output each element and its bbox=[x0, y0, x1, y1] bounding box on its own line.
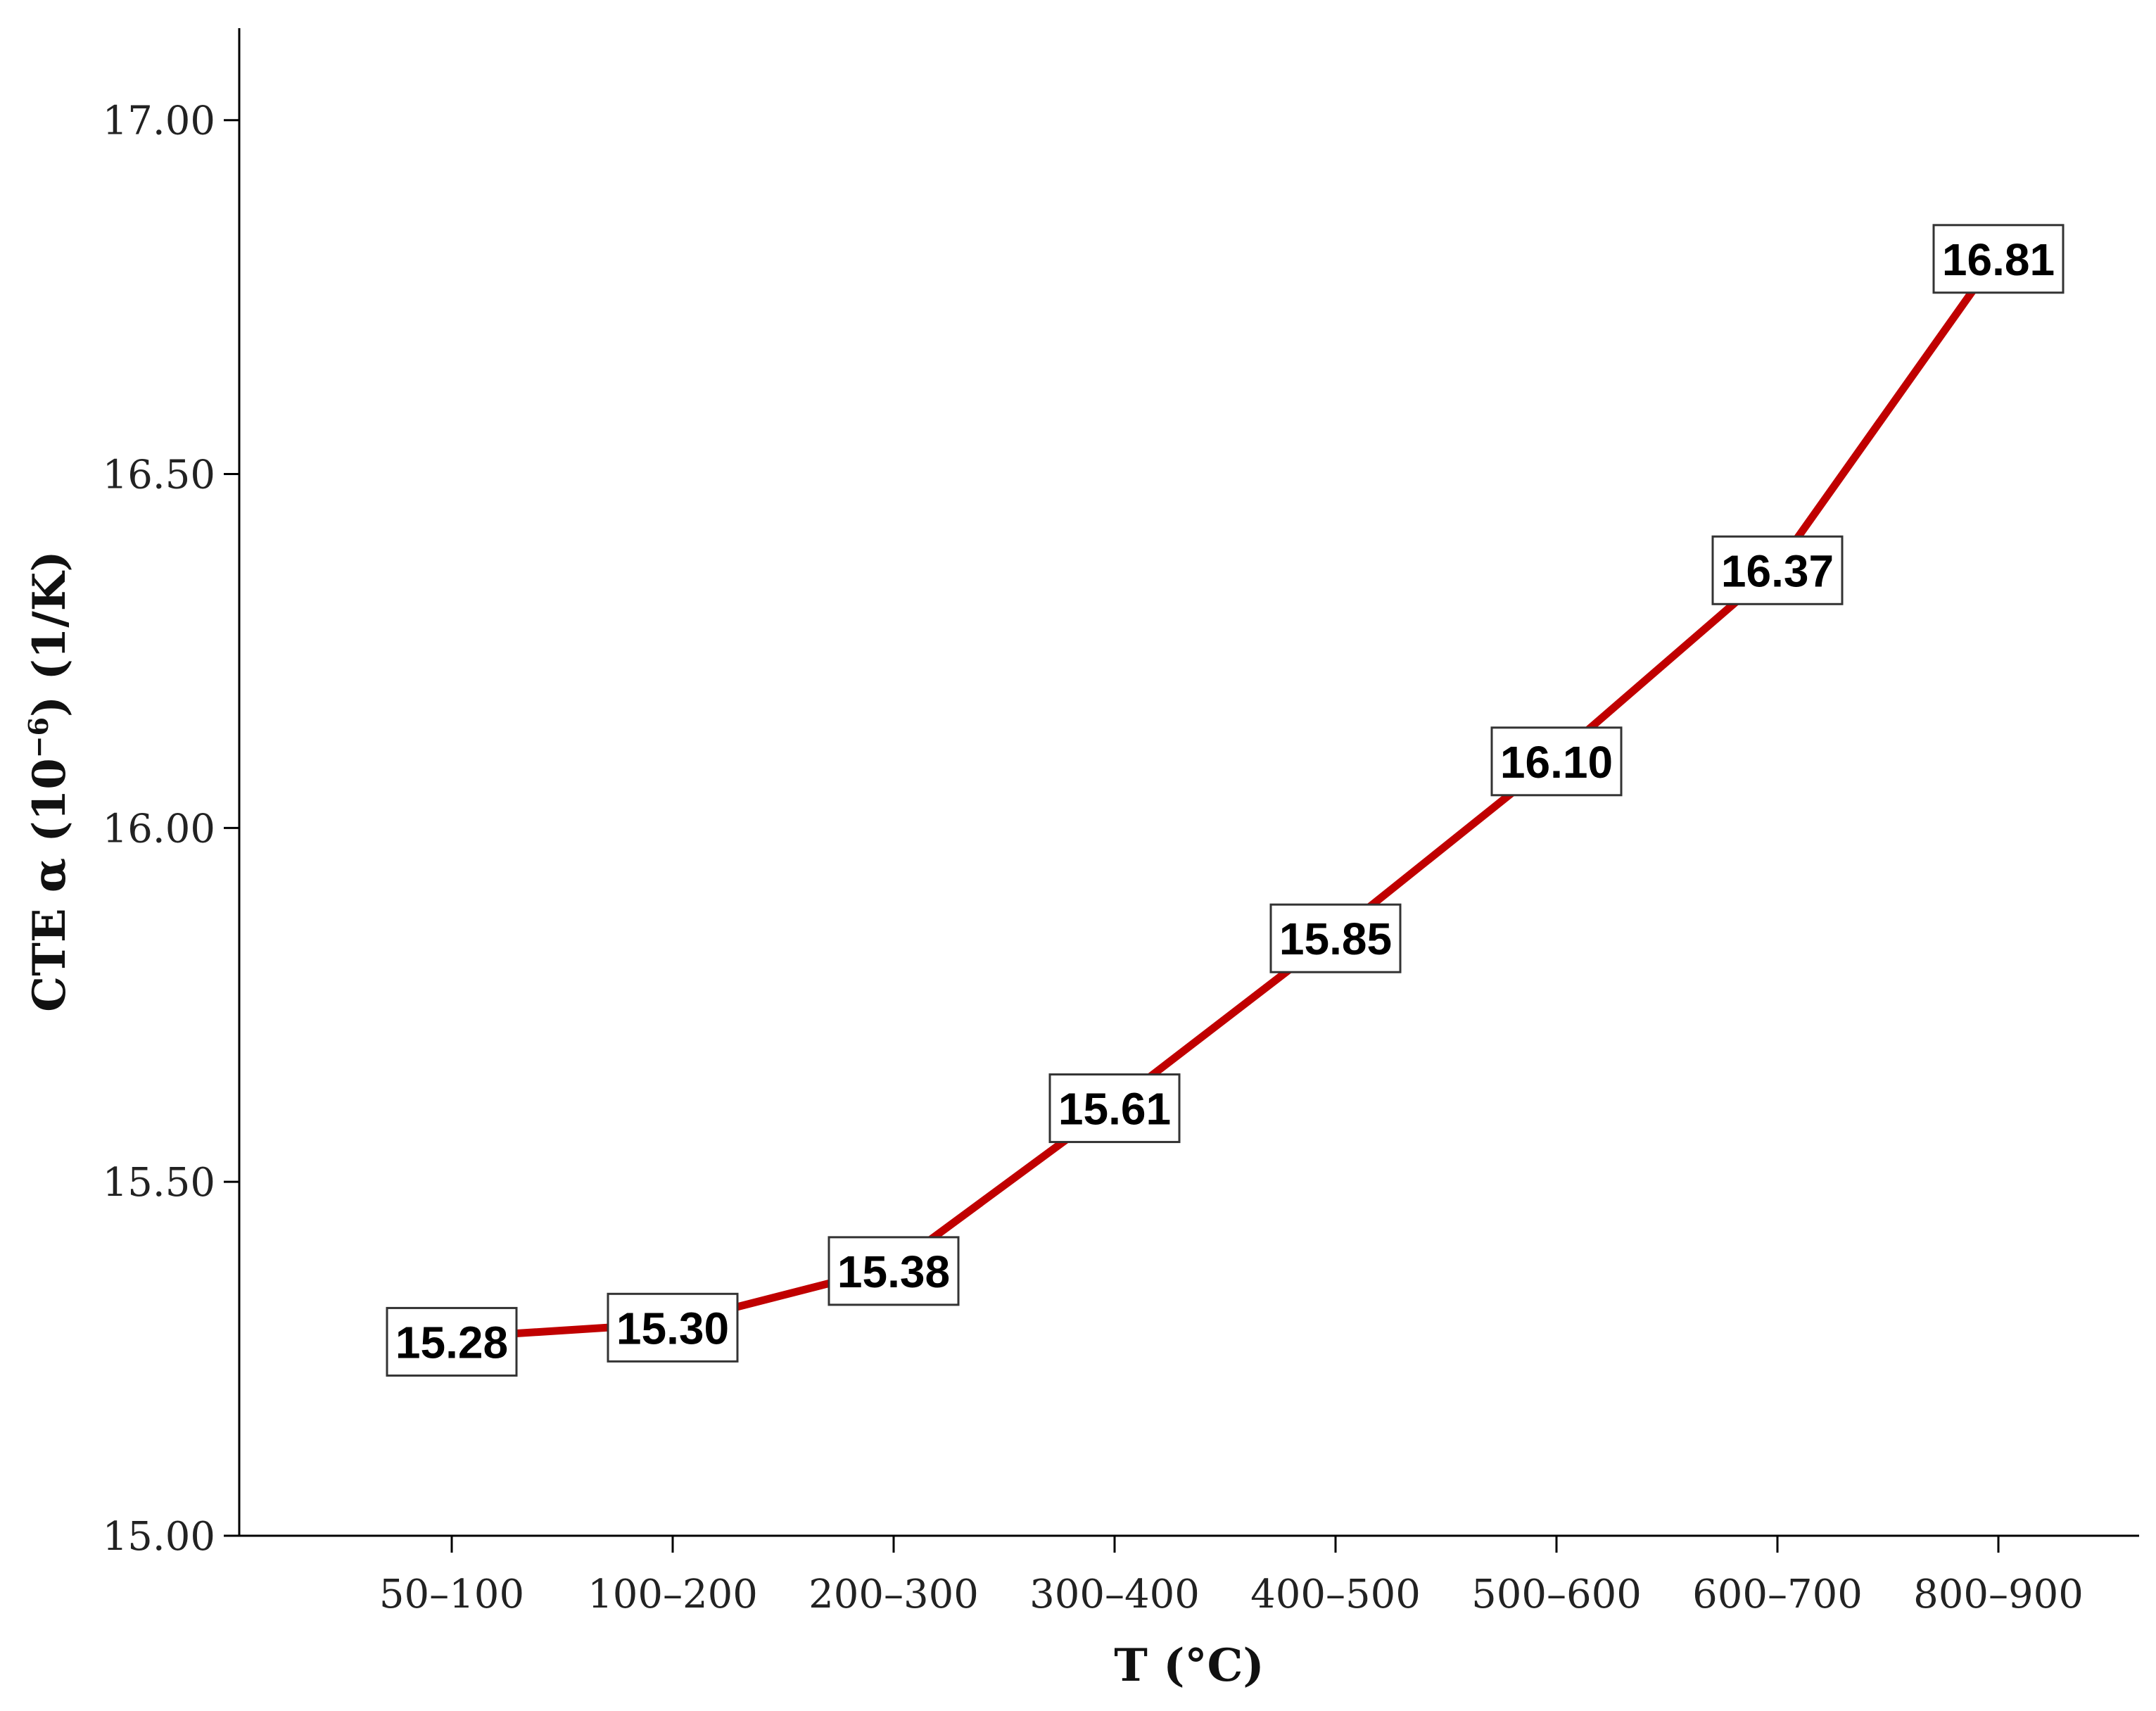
data-label-text: 15.30 bbox=[616, 1303, 729, 1353]
data-label-text: 16.37 bbox=[1721, 545, 1834, 596]
data-labels: 15.28 15.30 15.38 15.61 15.85 16.10 16.37 16.81 bbox=[386, 224, 2065, 1377]
data-label-text: 15.38 bbox=[837, 1246, 950, 1297]
x-tick-label: 300–400 bbox=[1029, 1572, 1200, 1617]
x-tick-label: 500–600 bbox=[1471, 1572, 1642, 1617]
y-tick-label: 17.00 bbox=[103, 99, 215, 144]
data-label: 15.30 bbox=[607, 1292, 739, 1363]
y-tick-label: 15.50 bbox=[103, 1160, 215, 1206]
data-label: 15.85 bbox=[1269, 903, 1402, 973]
data-label: 15.28 bbox=[386, 1306, 518, 1377]
y-ticks: 15.00 15.50 16.00 16.50 17.00 bbox=[103, 99, 239, 1560]
data-label: 15.38 bbox=[827, 1236, 960, 1306]
series-line bbox=[448, 251, 2003, 1341]
data-label-box bbox=[1048, 1073, 1181, 1144]
data-label-box bbox=[827, 1236, 960, 1306]
data-label: 15.61 bbox=[1048, 1073, 1181, 1144]
data-label-box bbox=[607, 1292, 739, 1363]
x-axis-title: T (°C) bbox=[1114, 1639, 1264, 1692]
y-tick-label: 16.00 bbox=[103, 806, 215, 852]
x-tick-label: 400–500 bbox=[1250, 1572, 1421, 1617]
y-axis-title-exponent: −6 bbox=[23, 717, 54, 758]
y-tick-label: 15.00 bbox=[103, 1514, 215, 1560]
y-axis-title-prefix: CTE α (10 bbox=[23, 758, 76, 1012]
data-label-text: 16.10 bbox=[1500, 737, 1613, 788]
data-label-text: 15.61 bbox=[1058, 1084, 1171, 1135]
data-label: 16.37 bbox=[1711, 535, 1844, 605]
axes bbox=[238, 28, 2139, 1537]
data-label-box bbox=[1711, 535, 1844, 605]
x-tick-label: 600–700 bbox=[1692, 1572, 1863, 1617]
data-label-box bbox=[1269, 903, 1402, 973]
data-label-box bbox=[1490, 726, 1623, 797]
data-label-text: 16.81 bbox=[1942, 234, 2055, 285]
x-tick-label: 800–900 bbox=[1913, 1572, 2084, 1617]
y-axis-title: CTE α (10−6) (1/K) bbox=[23, 550, 76, 1011]
data-label-box bbox=[386, 1306, 518, 1377]
y-axis-title-suffix: ) (1/K) bbox=[23, 550, 76, 717]
data-label: 16.81 bbox=[1932, 224, 2065, 294]
data-label-text: 15.28 bbox=[395, 1317, 508, 1368]
data-label-box bbox=[1932, 224, 2065, 294]
data-label-text: 15.85 bbox=[1279, 914, 1392, 964]
x-tick-label: 100–200 bbox=[588, 1572, 758, 1617]
x-tick-label: 200–300 bbox=[808, 1572, 979, 1617]
y-tick-label: 16.50 bbox=[103, 453, 215, 498]
data-label: 16.10 bbox=[1490, 726, 1623, 797]
x-ticks: 50–100 100–200 200–300 300–400 400–500 500–60… bbox=[379, 1536, 2084, 1617]
x-tick-label: 50–100 bbox=[379, 1572, 524, 1617]
